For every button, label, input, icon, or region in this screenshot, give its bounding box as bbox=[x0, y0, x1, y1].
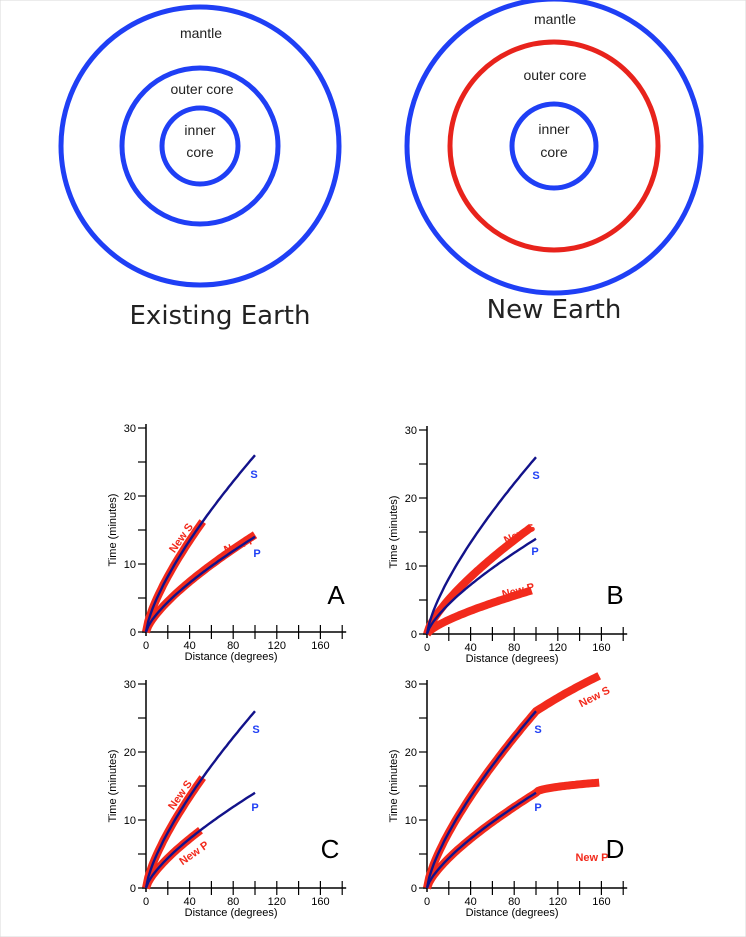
x-tick-label: 0 bbox=[424, 642, 430, 654]
series-p-line bbox=[144, 791, 256, 889]
x-tick-label: 0 bbox=[143, 896, 149, 908]
series-p-label: P bbox=[253, 548, 260, 560]
existing-outer-core-label: outer core bbox=[170, 81, 233, 97]
existing-inner-core-ring bbox=[159, 105, 241, 187]
x-tick-label: 80 bbox=[227, 896, 239, 908]
panel-letter: B bbox=[606, 580, 623, 610]
x-tick-label: 160 bbox=[592, 642, 610, 654]
x-tick-label: 160 bbox=[311, 896, 329, 908]
x-tick-label: 80 bbox=[508, 896, 520, 908]
x-tick-label: 160 bbox=[311, 640, 329, 652]
y-tick-label: 10 bbox=[124, 559, 136, 571]
series-p-line bbox=[425, 537, 537, 635]
panel-letter: C bbox=[321, 834, 340, 864]
existing-mantle-ring bbox=[58, 4, 342, 288]
y-tick-label: 0 bbox=[411, 883, 417, 895]
series-p-label: P bbox=[251, 802, 258, 814]
series-s-line bbox=[144, 710, 256, 889]
x-axis-title: Distance (degrees) bbox=[185, 651, 278, 663]
y-tick-label: 20 bbox=[124, 491, 136, 503]
y-tick-label: 20 bbox=[405, 747, 417, 759]
y-tick-label: 0 bbox=[130, 627, 136, 639]
new-earth-title: New Earth bbox=[487, 295, 622, 325]
existing-outer-core-ring bbox=[119, 65, 281, 227]
series-s-label: S bbox=[532, 470, 539, 482]
series-s-label: S bbox=[250, 469, 257, 481]
y-tick-label: 30 bbox=[124, 423, 136, 435]
y-tick-label: 10 bbox=[405, 815, 417, 827]
y-axis-title: Time (minutes) bbox=[388, 750, 400, 823]
y-tick-label: 0 bbox=[411, 629, 417, 641]
travel-time-charts: 0 10 20 30 0 40 80 120 160 Distance (degrees) Time… bbox=[107, 423, 628, 919]
x-tick-label: 0 bbox=[143, 640, 149, 652]
new-inner-label: inner bbox=[538, 121, 569, 137]
new-earth-model: mantle outer core inner core New Earth bbox=[404, 0, 704, 325]
series-s-line bbox=[425, 456, 537, 635]
x-tick-label: 80 bbox=[508, 642, 520, 654]
series-new-p-label: New P bbox=[575, 852, 608, 864]
x-tick-label: 120 bbox=[549, 642, 567, 654]
existing-earth-title: Existing Earth bbox=[130, 301, 311, 331]
existing-mantle-label: mantle bbox=[180, 25, 222, 41]
x-axis-title: Distance (degrees) bbox=[185, 907, 278, 919]
y-tick-label: 0 bbox=[130, 883, 136, 895]
new-inner-core-ring bbox=[509, 101, 599, 191]
y-axis-title: Time (minutes) bbox=[107, 494, 119, 567]
existing-core-label: core bbox=[186, 144, 213, 160]
x-tick-label: 0 bbox=[424, 896, 430, 908]
panel-letter: D bbox=[606, 834, 625, 864]
new-outer-core-ring bbox=[447, 39, 661, 253]
series-p-line bbox=[144, 535, 256, 633]
series-s-label: S bbox=[252, 724, 259, 736]
y-axis-title: Time (minutes) bbox=[107, 750, 119, 823]
x-tick-label: 160 bbox=[592, 896, 610, 908]
new-mantle-ring bbox=[404, 0, 704, 296]
x-tick-label: 120 bbox=[549, 896, 567, 908]
x-tick-label: 80 bbox=[227, 640, 239, 652]
new-outer-core-label: outer core bbox=[523, 67, 586, 83]
new-core-label: core bbox=[540, 144, 567, 160]
series-p-label: P bbox=[534, 802, 541, 814]
x-tick-label: 40 bbox=[183, 896, 195, 908]
y-axis-title: Time (minutes) bbox=[388, 496, 400, 569]
y-tick-label: 30 bbox=[405, 425, 417, 437]
y-tick-label: 20 bbox=[405, 493, 417, 505]
series-p-line bbox=[425, 791, 537, 889]
x-tick-label: 40 bbox=[464, 896, 476, 908]
y-tick-label: 20 bbox=[124, 747, 136, 759]
y-tick-label: 10 bbox=[124, 815, 136, 827]
y-tick-label: 10 bbox=[405, 561, 417, 573]
x-tick-label: 120 bbox=[268, 640, 286, 652]
x-axis-title: Distance (degrees) bbox=[466, 907, 559, 919]
series-s-label: S bbox=[534, 724, 541, 736]
series-new-s-line bbox=[423, 523, 535, 636]
chart-panel-d: 0 10 20 30 0 40 80 120 160 Distance (degrees) Time… bbox=[388, 672, 628, 919]
series-p-label: P bbox=[531, 546, 538, 558]
panel-letter: A bbox=[327, 580, 345, 610]
y-tick-label: 30 bbox=[124, 679, 136, 691]
existing-earth-model: mantle outer core inner core Existing Ea… bbox=[58, 4, 342, 331]
chart-panel-c: 0 10 20 30 0 40 80 120 160 Distance (degrees) Time… bbox=[107, 679, 347, 919]
existing-inner-label: inner bbox=[184, 122, 215, 138]
x-tick-label: 120 bbox=[268, 896, 286, 908]
x-axis-title: Distance (degrees) bbox=[466, 653, 559, 665]
series-s-line bbox=[425, 710, 537, 889]
new-mantle-label: mantle bbox=[534, 11, 576, 27]
x-tick-label: 40 bbox=[183, 640, 195, 652]
x-tick-label: 40 bbox=[464, 642, 476, 654]
y-tick-label: 30 bbox=[405, 679, 417, 691]
series-new-p-line bbox=[423, 586, 533, 637]
series-s-line bbox=[144, 454, 256, 633]
